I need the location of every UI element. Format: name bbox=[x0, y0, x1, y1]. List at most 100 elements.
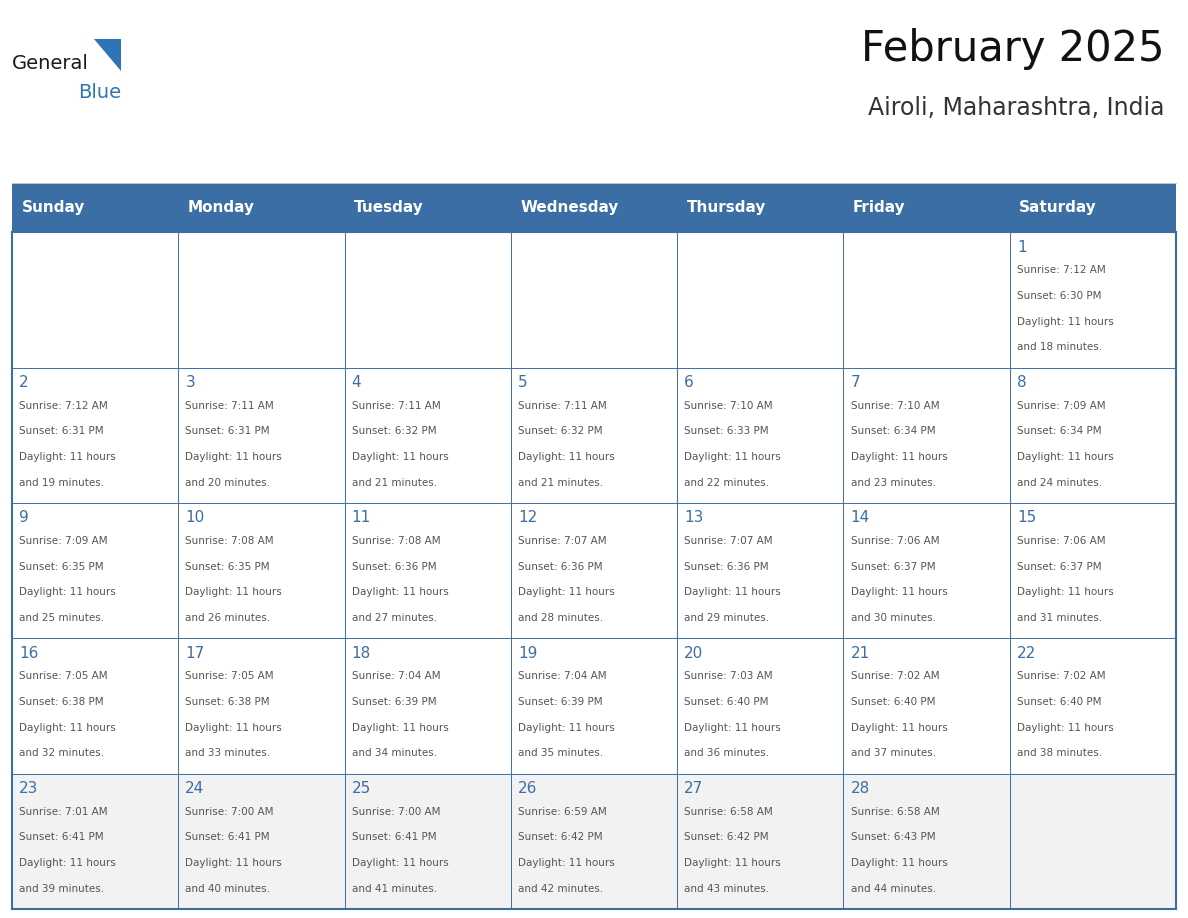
Bar bbox=[12, 774, 178, 909]
Text: and 31 minutes.: and 31 minutes. bbox=[1017, 613, 1102, 623]
Text: 17: 17 bbox=[185, 645, 204, 661]
Text: Thursday: Thursday bbox=[687, 200, 766, 216]
Text: Saturday: Saturday bbox=[1019, 200, 1097, 216]
Bar bbox=[12, 638, 178, 774]
Text: Daylight: 11 hours: Daylight: 11 hours bbox=[518, 452, 614, 462]
Text: and 21 minutes.: and 21 minutes. bbox=[518, 477, 604, 487]
Text: 8: 8 bbox=[1017, 375, 1026, 390]
Text: Daylight: 11 hours: Daylight: 11 hours bbox=[1017, 588, 1113, 598]
Text: Sunrise: 7:10 AM: Sunrise: 7:10 AM bbox=[851, 400, 940, 410]
Text: and 36 minutes.: and 36 minutes. bbox=[684, 748, 770, 758]
Text: Daylight: 11 hours: Daylight: 11 hours bbox=[185, 452, 282, 462]
Bar bbox=[178, 638, 345, 774]
Text: Sunset: 6:38 PM: Sunset: 6:38 PM bbox=[19, 697, 103, 707]
Text: Daylight: 11 hours: Daylight: 11 hours bbox=[352, 858, 448, 868]
Text: and 35 minutes.: and 35 minutes. bbox=[518, 748, 604, 758]
Text: Sunrise: 7:06 AM: Sunrise: 7:06 AM bbox=[1017, 536, 1106, 546]
Text: Daylight: 11 hours: Daylight: 11 hours bbox=[1017, 317, 1113, 327]
Text: Sunrise: 7:00 AM: Sunrise: 7:00 AM bbox=[352, 807, 440, 816]
Text: 19: 19 bbox=[518, 645, 537, 661]
Bar bbox=[178, 503, 345, 638]
Text: and 28 minutes.: and 28 minutes. bbox=[518, 613, 604, 623]
Text: Daylight: 11 hours: Daylight: 11 hours bbox=[851, 588, 947, 598]
Text: Daylight: 11 hours: Daylight: 11 hours bbox=[518, 588, 614, 598]
Text: Sunset: 6:36 PM: Sunset: 6:36 PM bbox=[352, 562, 436, 572]
Bar bbox=[511, 367, 677, 503]
Bar bbox=[511, 774, 677, 909]
Text: Sunset: 6:34 PM: Sunset: 6:34 PM bbox=[851, 426, 935, 436]
Text: and 29 minutes.: and 29 minutes. bbox=[684, 613, 770, 623]
Text: and 37 minutes.: and 37 minutes. bbox=[851, 748, 936, 758]
Bar bbox=[843, 503, 1010, 638]
Text: Friday: Friday bbox=[853, 200, 905, 216]
Text: 13: 13 bbox=[684, 510, 703, 525]
Text: Daylight: 11 hours: Daylight: 11 hours bbox=[684, 588, 781, 598]
Text: Daylight: 11 hours: Daylight: 11 hours bbox=[185, 722, 282, 733]
Text: and 40 minutes.: and 40 minutes. bbox=[185, 884, 271, 894]
Text: Sunset: 6:42 PM: Sunset: 6:42 PM bbox=[518, 833, 602, 843]
Text: and 34 minutes.: and 34 minutes. bbox=[352, 748, 437, 758]
Text: Sunrise: 7:09 AM: Sunrise: 7:09 AM bbox=[19, 536, 108, 546]
Bar bbox=[345, 774, 511, 909]
Text: and 21 minutes.: and 21 minutes. bbox=[352, 477, 437, 487]
Text: Sunrise: 7:07 AM: Sunrise: 7:07 AM bbox=[684, 536, 773, 546]
Text: and 23 minutes.: and 23 minutes. bbox=[851, 477, 936, 487]
Text: 26: 26 bbox=[518, 781, 537, 796]
Text: Daylight: 11 hours: Daylight: 11 hours bbox=[352, 452, 448, 462]
Text: Daylight: 11 hours: Daylight: 11 hours bbox=[1017, 452, 1113, 462]
Text: and 25 minutes.: and 25 minutes. bbox=[19, 613, 105, 623]
Text: and 27 minutes.: and 27 minutes. bbox=[352, 613, 437, 623]
Text: Sunset: 6:32 PM: Sunset: 6:32 PM bbox=[518, 426, 602, 436]
Text: and 41 minutes.: and 41 minutes. bbox=[352, 884, 437, 894]
Text: and 43 minutes.: and 43 minutes. bbox=[684, 884, 770, 894]
Text: Sunset: 6:37 PM: Sunset: 6:37 PM bbox=[851, 562, 935, 572]
Text: 1: 1 bbox=[1017, 240, 1026, 254]
Bar bbox=[843, 638, 1010, 774]
Text: 25: 25 bbox=[352, 781, 371, 796]
Text: Sunset: 6:39 PM: Sunset: 6:39 PM bbox=[352, 697, 436, 707]
Text: Sunrise: 7:11 AM: Sunrise: 7:11 AM bbox=[185, 400, 274, 410]
Text: Daylight: 11 hours: Daylight: 11 hours bbox=[684, 722, 781, 733]
Text: and 22 minutes.: and 22 minutes. bbox=[684, 477, 770, 487]
Text: Daylight: 11 hours: Daylight: 11 hours bbox=[1017, 722, 1113, 733]
Bar bbox=[511, 503, 677, 638]
Text: 27: 27 bbox=[684, 781, 703, 796]
Text: Sunrise: 7:04 AM: Sunrise: 7:04 AM bbox=[352, 671, 441, 681]
Bar bbox=[12, 503, 178, 638]
Text: Sunrise: 6:59 AM: Sunrise: 6:59 AM bbox=[518, 807, 607, 816]
Text: 14: 14 bbox=[851, 510, 870, 525]
Bar bbox=[12, 367, 178, 503]
Text: Sunrise: 7:08 AM: Sunrise: 7:08 AM bbox=[185, 536, 274, 546]
Text: Sunrise: 7:05 AM: Sunrise: 7:05 AM bbox=[19, 671, 108, 681]
Text: Sunrise: 7:07 AM: Sunrise: 7:07 AM bbox=[518, 536, 607, 546]
Text: Sunset: 6:42 PM: Sunset: 6:42 PM bbox=[684, 833, 769, 843]
Text: Sunset: 6:30 PM: Sunset: 6:30 PM bbox=[1017, 291, 1101, 301]
Text: Sunset: 6:40 PM: Sunset: 6:40 PM bbox=[684, 697, 769, 707]
Text: Sunset: 6:34 PM: Sunset: 6:34 PM bbox=[1017, 426, 1101, 436]
Text: and 33 minutes.: and 33 minutes. bbox=[185, 748, 271, 758]
Text: 16: 16 bbox=[19, 645, 38, 661]
Text: Daylight: 11 hours: Daylight: 11 hours bbox=[19, 452, 115, 462]
Text: Wednesday: Wednesday bbox=[520, 200, 619, 216]
Text: and 18 minutes.: and 18 minutes. bbox=[1017, 342, 1102, 353]
Text: Sunrise: 6:58 AM: Sunrise: 6:58 AM bbox=[684, 807, 773, 816]
Bar bbox=[345, 232, 511, 367]
Bar bbox=[1010, 774, 1176, 909]
Text: and 20 minutes.: and 20 minutes. bbox=[185, 477, 271, 487]
Text: Sunrise: 7:06 AM: Sunrise: 7:06 AM bbox=[851, 536, 940, 546]
Text: 5: 5 bbox=[518, 375, 527, 390]
Text: 12: 12 bbox=[518, 510, 537, 525]
Text: Sunset: 6:39 PM: Sunset: 6:39 PM bbox=[518, 697, 602, 707]
Bar bbox=[677, 503, 843, 638]
Bar bbox=[843, 367, 1010, 503]
Polygon shape bbox=[94, 39, 121, 71]
Text: and 38 minutes.: and 38 minutes. bbox=[1017, 748, 1102, 758]
Text: Daylight: 11 hours: Daylight: 11 hours bbox=[352, 722, 448, 733]
Text: 18: 18 bbox=[352, 645, 371, 661]
Text: Monday: Monday bbox=[188, 200, 254, 216]
Text: 2: 2 bbox=[19, 375, 29, 390]
Text: Daylight: 11 hours: Daylight: 11 hours bbox=[684, 452, 781, 462]
Bar bbox=[345, 638, 511, 774]
Text: Sunset: 6:41 PM: Sunset: 6:41 PM bbox=[352, 833, 436, 843]
Text: 4: 4 bbox=[352, 375, 361, 390]
